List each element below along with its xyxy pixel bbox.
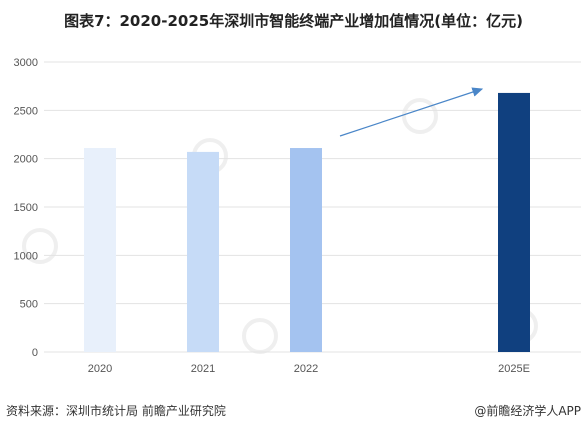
bar-2020 (84, 148, 116, 352)
bar-2021 (187, 151, 219, 352)
chart-area: 0 500 1000 1500 2000 2500 3000 2020 2021 2022 202… (0, 36, 587, 384)
y-tick-label: 3000 (14, 57, 38, 69)
y-tick-label: 0 (32, 347, 38, 359)
watermark-logo-icon (402, 98, 438, 134)
x-axis-ticks: 2020 2021 2022 2025E (88, 363, 530, 375)
bars (84, 92, 530, 352)
trend-arrow (339, 87, 484, 137)
credit-note: @前瞻经济学人APP (474, 404, 581, 418)
bar-2025E (498, 92, 530, 352)
source-note: 资料来源：深圳市统计局 前瞻产业研究院 (6, 404, 226, 418)
watermark-logo-icon (242, 318, 278, 354)
x-tick-label: 2022 (294, 363, 318, 375)
bar-2022 (290, 148, 322, 352)
x-tick-label: 2021 (191, 363, 215, 375)
x-tick-label: 2020 (88, 363, 112, 375)
y-tick-label: 1500 (14, 202, 38, 214)
watermark-logo-icon (22, 228, 58, 264)
chart-title: 图表7：2020-2025年深圳市智能终端产业增加值情况(单位：亿元) (64, 12, 523, 30)
y-tick-label: 2000 (14, 154, 38, 166)
y-axis-ticks: 0 500 1000 1500 2000 2500 3000 (14, 57, 38, 359)
y-tick-label: 500 (20, 299, 38, 311)
y-tick-label: 1000 (14, 250, 38, 262)
y-tick-label: 2500 (14, 105, 38, 117)
x-tick-label: 2025E (498, 363, 530, 375)
